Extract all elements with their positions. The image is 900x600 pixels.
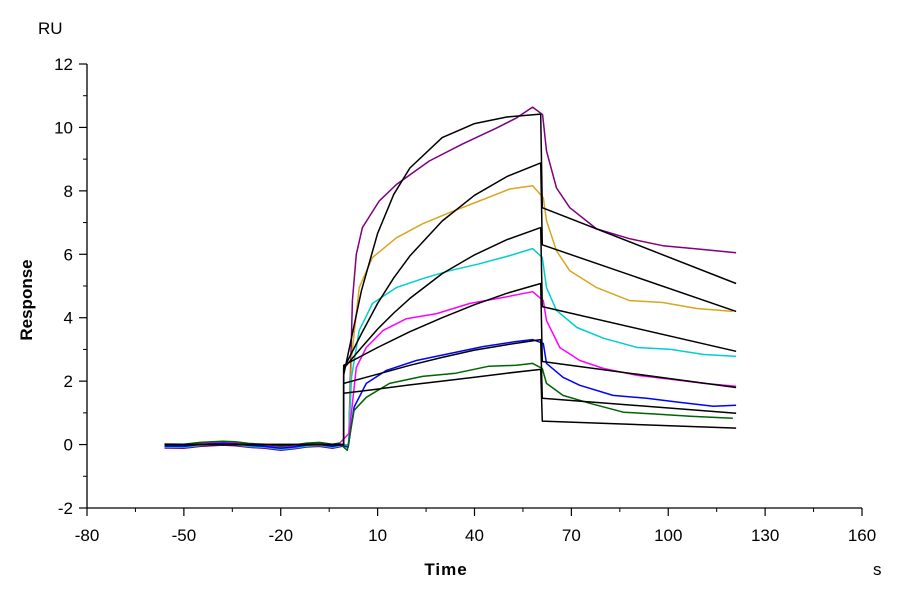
x-tick-label: 70: [562, 526, 581, 545]
y-axis-title: Response: [17, 259, 36, 340]
data-series: [164, 106, 737, 452]
x-unit-label: s: [873, 560, 882, 579]
x-tick-label: 10: [368, 526, 387, 545]
x-tick-label: -80: [75, 526, 100, 545]
y-tick-label: -2: [58, 499, 73, 518]
series-line-5: [164, 338, 737, 450]
y-tick-label: 10: [54, 118, 73, 137]
series-line-6: [164, 362, 733, 452]
fit-line-4: [164, 282, 737, 446]
y-tick-label: 2: [64, 372, 73, 391]
fit-line-6: [164, 368, 737, 446]
y-tick-label: 8: [64, 182, 73, 201]
fit-line-1: [164, 113, 737, 446]
series-line-3: [164, 247, 737, 450]
x-axis-title: Time: [424, 560, 467, 579]
y-tick-label: 12: [54, 55, 73, 74]
series-line-1: [164, 106, 737, 451]
x-tick-label: 160: [848, 526, 876, 545]
fit-curves: [164, 113, 737, 446]
x-tick-label: 40: [465, 526, 484, 545]
series-line-2: [164, 185, 733, 449]
x-tick-label: 100: [654, 526, 682, 545]
y-unit-label: RU: [38, 19, 63, 38]
y-tick-label: 6: [64, 245, 73, 264]
x-tick-label: -50: [172, 526, 197, 545]
y-tick-label: 0: [64, 436, 73, 455]
x-tick-label: -20: [268, 526, 293, 545]
fit-line-2: [164, 162, 737, 446]
fit-line-5: [164, 338, 737, 446]
fit-line-3: [164, 226, 737, 446]
x-tick-label: 130: [751, 526, 779, 545]
y-tick-label: 4: [64, 309, 73, 328]
